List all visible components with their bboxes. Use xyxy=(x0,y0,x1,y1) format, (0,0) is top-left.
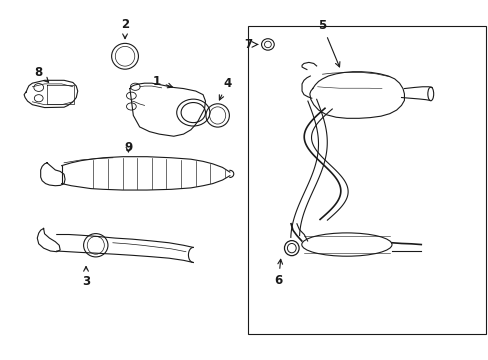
Text: 6: 6 xyxy=(274,259,282,287)
Bar xyxy=(248,26,485,334)
Text: 2: 2 xyxy=(121,18,129,39)
Text: 8: 8 xyxy=(35,66,48,82)
Text: 4: 4 xyxy=(219,77,231,100)
Text: 1: 1 xyxy=(152,75,172,88)
Text: 3: 3 xyxy=(82,266,90,288)
Text: 9: 9 xyxy=(124,141,132,154)
Text: 5: 5 xyxy=(318,19,339,67)
Text: 7: 7 xyxy=(244,38,252,51)
